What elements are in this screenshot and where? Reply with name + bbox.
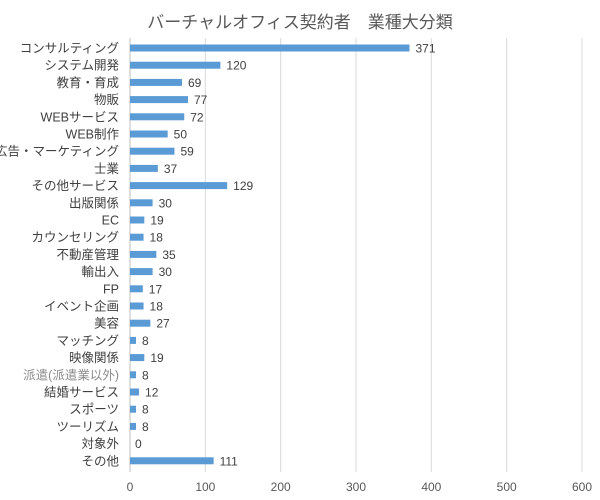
data-label: 69 [188,76,202,90]
data-label: 37 [164,162,178,176]
x-tick-label: 300 [346,480,366,494]
data-label: 0 [135,437,142,451]
bar [130,130,168,138]
bar [130,336,137,344]
category-label: ツーリズム [56,419,119,434]
bar [130,457,214,465]
category-label: 対象外 [81,437,119,451]
category-label: 輸出入 [81,264,119,279]
category-label: 不動産管理 [56,247,119,262]
bar [130,147,175,155]
chart-title: バーチャルオフィス契約者 業種大分類 [147,13,453,32]
bar [130,285,143,293]
data-label: 8 [142,368,149,382]
bar [130,44,410,52]
bar [130,319,151,327]
bar [130,354,145,362]
x-tick-label: 0 [127,480,134,494]
bar [130,199,153,207]
data-label: 18 [150,231,164,245]
category-label: EC [102,214,119,228]
category-label: コンサルティング [20,42,119,56]
category-label: スポーツ [69,403,119,417]
bar [130,182,228,190]
category-label: 広告・マーケティング [0,145,119,159]
category-label: カウンセリング [31,231,119,245]
category-label: システム開発 [44,59,119,73]
bar [130,250,157,258]
category-label: 物販 [94,93,120,107]
category-label: 結婚サービス [44,386,119,400]
category-label: 教育・育成 [56,75,119,90]
data-label: 8 [142,403,149,417]
data-label: 12 [145,386,159,400]
x-tick-label: 400 [421,480,441,494]
data-label: 72 [190,110,204,124]
data-label: 371 [415,42,435,56]
data-label: 18 [150,300,164,314]
data-label: 35 [162,248,176,262]
category-label: 士業 [94,161,120,176]
category-label: 美容 [94,316,119,331]
data-label: 77 [194,93,208,107]
bar [130,78,182,86]
data-label: 120 [226,59,246,73]
bar [130,233,144,241]
data-label: 50 [174,128,188,142]
category-label: WEBサービス [41,110,119,124]
bar [130,302,144,310]
bar [130,371,137,379]
bar [130,422,137,430]
x-tick-label: 600 [572,480,592,494]
data-label: 8 [142,334,149,348]
bar [130,164,158,172]
data-label: 8 [142,420,149,434]
data-label: 27 [156,317,170,331]
category-label: FP [103,282,119,296]
bar [130,216,145,224]
bar [130,388,140,396]
bar [130,61,221,69]
category-label: 出版関係 [69,196,119,210]
data-label: 59 [180,145,194,159]
category-label: 派遣(派遣業以外) [23,367,119,382]
data-label: 129 [233,179,253,193]
data-label: 30 [159,196,173,210]
bar [130,405,137,413]
category-label: マッチング [56,334,119,348]
category-label: イベント企画 [44,299,119,314]
category-label: その他 [81,454,119,468]
category-label: WEB制作 [66,128,120,142]
bar [130,96,189,104]
bar [130,113,185,121]
data-label: 17 [149,282,163,296]
x-tick-label: 500 [497,480,517,494]
category-label: 映像関係 [69,351,119,365]
data-label: 19 [150,214,164,228]
x-tick-label: 200 [271,480,291,494]
x-tick-label: 100 [195,480,215,494]
category-label: その他サービス [31,179,119,193]
bar [130,268,153,276]
data-label: 30 [159,265,173,279]
data-label: 19 [150,351,164,365]
data-label: 111 [220,454,239,468]
